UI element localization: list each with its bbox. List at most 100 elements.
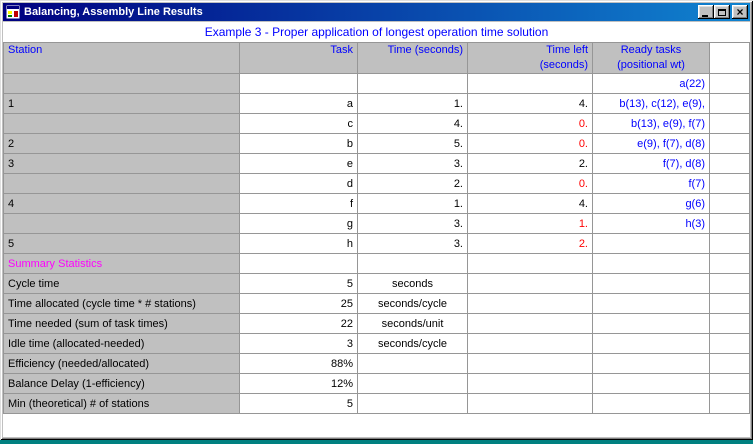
minimize-button[interactable] [698, 5, 714, 19]
cell-ready-tasks [592, 373, 710, 394]
results-table-body: a(22) 1 a 1. 4. b(13), c(12), e(9), c 4. 0. b(13)… [3, 73, 750, 414]
table-row: Balance Delay (1-efficiency) 12% [3, 373, 750, 394]
table-row: c 4. 0. b(13), e(9), f(7) [3, 113, 750, 134]
cell-ready-tasks [592, 333, 710, 354]
cell-ready-tasks: h(3) [592, 213, 710, 234]
table-row: a(22) [3, 73, 750, 94]
cell-filler [709, 173, 750, 194]
cell-filler [709, 373, 750, 394]
cell-ready-tasks: b(13), c(12), e(9), [592, 93, 710, 114]
example-subtitle: Example 3 - Proper application of longes… [3, 22, 750, 42]
cell-station-label [3, 113, 240, 134]
window-title: Balancing, Assembly Line Results [24, 6, 203, 18]
cell-task: c [239, 113, 358, 134]
cell-task: 12% [239, 373, 358, 394]
cell-task [239, 73, 358, 94]
cell-ready-tasks [592, 393, 710, 414]
header-line: (seconds) [539, 59, 588, 71]
cell-task [239, 253, 358, 274]
cell-time: 4. [357, 113, 468, 134]
cell-station-label: Balance Delay (1-efficiency) [3, 373, 240, 394]
cell-ready-tasks: f(7), d(8) [592, 153, 710, 174]
cell-filler [709, 93, 750, 114]
cell-task: 88% [239, 353, 358, 374]
table-row: Efficiency (needed/allocated) 88% [3, 353, 750, 374]
cell-station-label [3, 173, 240, 194]
cell-time: 1. [357, 193, 468, 214]
cell-task: 22 [239, 313, 358, 334]
cell-ready-tasks: g(6) [592, 193, 710, 214]
cell-task: e [239, 153, 358, 174]
table-row: Idle time (allocated-needed) 3 seconds/cyc… [3, 333, 750, 354]
cell-station-label [3, 73, 240, 94]
maximize-icon [718, 8, 726, 16]
app-icon[interactable] [6, 5, 20, 19]
cell-time-left [467, 273, 593, 294]
cell-time: seconds/cycle [357, 333, 468, 354]
cell-station-label: 5 [3, 233, 240, 254]
cell-task: a [239, 93, 358, 114]
header-row: Station Task Time (seconds) Time left (s… [3, 42, 750, 74]
cell-time-left [467, 333, 593, 354]
cell-ready-tasks [592, 353, 710, 374]
title-bar[interactable]: Balancing, Assembly Line Results × [3, 3, 750, 21]
cell-time-left: 0. [467, 173, 593, 194]
cell-time-left: 2. [467, 233, 593, 254]
cell-time-left [467, 373, 593, 394]
table-row: 2 b 5. 0. e(9), f(7), d(8) [3, 133, 750, 154]
col-header-time: Time (seconds) [357, 42, 468, 74]
cell-time-left: 4. [467, 193, 593, 214]
cell-time [357, 253, 468, 274]
cell-station-label: Summary Statistics [3, 253, 240, 274]
cell-task: h [239, 233, 358, 254]
cell-time: 3. [357, 153, 468, 174]
cell-station-label: Time needed (sum of task times) [3, 313, 240, 334]
cell-time-left [467, 293, 593, 314]
cell-time [357, 73, 468, 94]
col-header-filler [709, 42, 750, 74]
col-header-task: Task [239, 42, 358, 74]
cell-time: seconds [357, 273, 468, 294]
cell-ready-tasks [592, 233, 710, 254]
col-header-ready-tasks: Ready tasks (positional wt) [592, 42, 710, 74]
cell-filler [709, 393, 750, 414]
cell-filler [709, 73, 750, 94]
table-row: Time needed (sum of task times) 22 seconds… [3, 313, 750, 334]
cell-time-left: 0. [467, 113, 593, 134]
cell-ready-tasks [592, 273, 710, 294]
table-row: 1 a 1. 4. b(13), c(12), e(9), [3, 93, 750, 114]
cell-filler [709, 273, 750, 294]
cell-time: 3. [357, 233, 468, 254]
cell-filler [709, 313, 750, 334]
cell-time: 2. [357, 173, 468, 194]
cell-time [357, 373, 468, 394]
table-row: Time allocated (cycle time * # stations)… [3, 293, 750, 314]
table-row: d 2. 0. f(7) [3, 173, 750, 194]
table-row: Cycle time 5 seconds [3, 273, 750, 294]
cell-task: f [239, 193, 358, 214]
cell-time-left [467, 73, 593, 94]
cell-filler [709, 333, 750, 354]
table-row: 3 e 3. 2. f(7), d(8) [3, 153, 750, 174]
cell-ready-tasks: f(7) [592, 173, 710, 194]
table-row: Summary Statistics [3, 253, 750, 274]
table-row: 4 f 1. 4. g(6) [3, 193, 750, 214]
cell-time-left [467, 313, 593, 334]
cell-filler [709, 213, 750, 234]
cell-time [357, 353, 468, 374]
cell-time-left [467, 253, 593, 274]
cell-task: g [239, 213, 358, 234]
cell-station-label: 2 [3, 133, 240, 154]
cell-time [357, 393, 468, 414]
cell-filler [709, 193, 750, 214]
client-area: Example 3 - Proper application of longes… [3, 22, 750, 437]
close-button[interactable]: × [732, 5, 748, 19]
cell-ready-tasks: e(9), f(7), d(8) [592, 133, 710, 154]
cell-ready-tasks [592, 313, 710, 334]
cell-station-label: Efficiency (needed/allocated) [3, 353, 240, 374]
cell-station-label: 1 [3, 93, 240, 114]
results-table: Station Task Time (seconds) Time left (s… [3, 42, 750, 414]
cell-task: 5 [239, 393, 358, 414]
maximize-button[interactable] [714, 5, 730, 19]
